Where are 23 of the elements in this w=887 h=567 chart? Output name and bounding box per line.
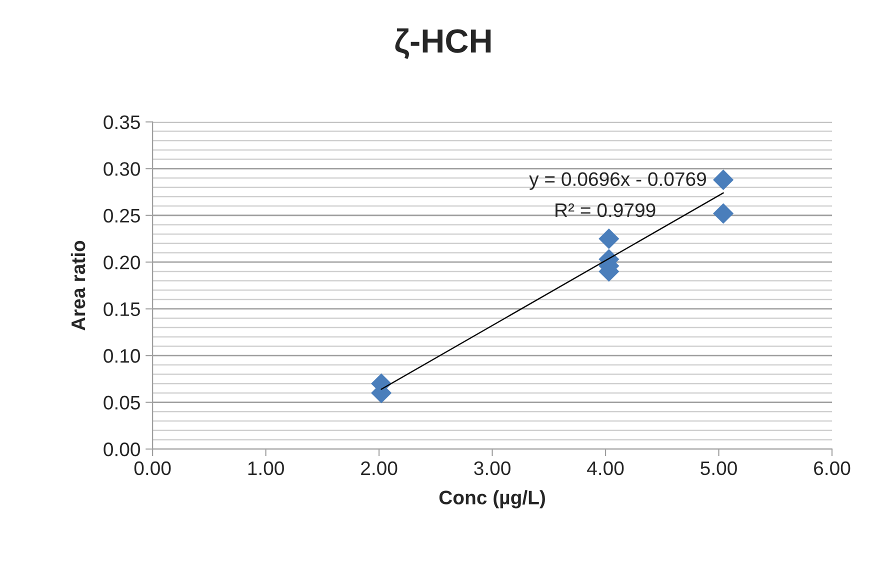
- x-tick-label: 1.00: [248, 461, 284, 476]
- y-tick-label: 0.05: [104, 396, 140, 410]
- y-tick-label: 0.35: [104, 115, 140, 130]
- y-tick-label: 0.25: [104, 208, 140, 223]
- x-tick-label: 0.00: [134, 461, 171, 476]
- x-tick-label: 2.00: [361, 461, 398, 476]
- y-axis-title: Area ratio: [70, 240, 86, 330]
- y-tick-label: 0.10: [104, 349, 140, 363]
- y-tick-label: 0.15: [104, 302, 140, 316]
- annotation: y = 0.0696x - 0.0769: [529, 172, 706, 190]
- x-axis-title: Conc (µg/L): [439, 490, 545, 508]
- y-tick-label: 0.00: [104, 442, 140, 456]
- x-tick-label: 3.00: [474, 461, 510, 476]
- y-tick-label: 0.30: [104, 162, 140, 176]
- point: [712, 170, 734, 190]
- x-tick-label: 5.00: [700, 461, 737, 476]
- annotation: R² = 0.9799: [556, 203, 656, 218]
- y-tick-label: 0.20: [104, 256, 140, 270]
- x-tick-label: 6.00: [814, 461, 850, 476]
- point: [598, 228, 620, 250]
- x-tick-label: 4.00: [587, 461, 624, 476]
- chart-title: ζ-HCH: [395, 28, 491, 60]
- point: [712, 203, 734, 224]
